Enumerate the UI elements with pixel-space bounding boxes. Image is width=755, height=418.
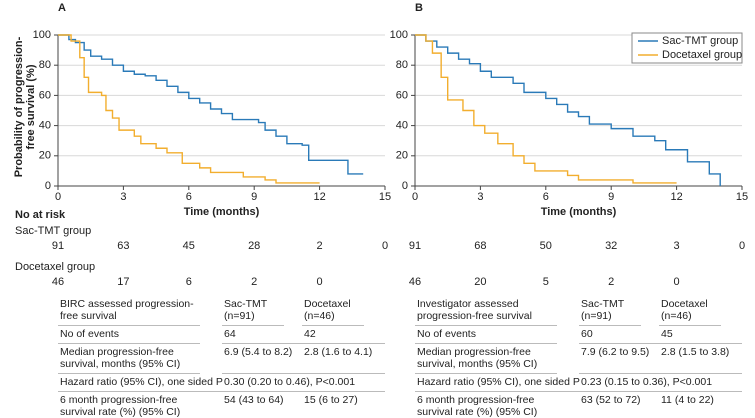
table-cell: Docetaxel (n=46) xyxy=(302,296,364,326)
table-cell: Hazard ratio (95% CI), one sided P xyxy=(415,374,580,392)
table-cell: 7.9 (6.2 to 9.5) xyxy=(579,344,659,374)
risk-count: 0 xyxy=(674,276,680,288)
survival-curve xyxy=(415,34,721,186)
panel-label: A xyxy=(58,2,66,14)
legend-label: Docetaxel group xyxy=(662,49,742,61)
x-axis-label: Time (months) xyxy=(541,206,617,218)
x-tick-label: 12 xyxy=(313,191,325,203)
risk-count: 0 xyxy=(739,240,745,252)
risk-count: 17 xyxy=(117,276,129,288)
table-cell: BIRC assessed progression-free survival xyxy=(58,296,200,326)
table-cell: 64 xyxy=(222,326,302,344)
legend-box xyxy=(631,32,743,64)
y-tick-label: 80 xyxy=(39,59,51,71)
panel-label: B xyxy=(415,2,423,14)
table-cell: Hazard ratio (95% CI), one sided P xyxy=(58,374,223,392)
table-cell: 0.30 (0.20 to 0.46), P<0.001 xyxy=(222,374,385,392)
y-tick-label: 100 xyxy=(33,29,51,41)
table-cell: No of events xyxy=(415,326,557,344)
y-tick-label: 20 xyxy=(39,150,51,162)
risk-count: 68 xyxy=(474,240,486,252)
risk-count: 2 xyxy=(317,240,323,252)
x-tick-label: 0 xyxy=(412,191,418,203)
y-axis-label: Probability of progression-free survival… xyxy=(13,36,37,178)
table-cell: 6 month progression-free survival rate (… xyxy=(58,392,200,418)
y-tick-label: 0 xyxy=(45,180,51,192)
table-cell: 15 (6 to 27) xyxy=(302,392,385,418)
risk-count: 32 xyxy=(605,240,617,252)
y-tick-label: 40 xyxy=(39,120,51,132)
table-cell: 11 (4 to 22) xyxy=(659,392,742,418)
survival-curve xyxy=(58,34,364,175)
table-cell: 45 xyxy=(659,326,742,344)
table-cell: 0.23 (0.15 to 0.36), P<0.001 xyxy=(579,374,742,392)
legend-label: Sac-TMT group xyxy=(662,35,738,47)
table-cell: 2.8 (1.6 to 4.1) xyxy=(302,344,385,374)
x-tick-label: 0 xyxy=(55,191,61,203)
x-tick-label: 9 xyxy=(608,191,614,203)
table-cell: 6.9 (5.4 to 8.2) xyxy=(222,344,302,374)
table-cell: No of events xyxy=(58,326,200,344)
risk-count: 63 xyxy=(117,240,129,252)
risk-count: 45 xyxy=(183,240,195,252)
table-cell: 42 xyxy=(302,326,385,344)
risk-count: 28 xyxy=(248,240,260,252)
table-cell: 6 month progression-free survival rate (… xyxy=(415,392,557,418)
survival-curve xyxy=(415,34,677,184)
x-tick-label: 15 xyxy=(379,191,391,203)
table-cell: Sac-TMT (n=91) xyxy=(222,296,284,326)
risk-title: No at risk xyxy=(15,209,66,221)
risk-count: 2 xyxy=(251,276,257,288)
x-tick-label: 6 xyxy=(186,191,192,203)
table-cell: Median progression-free survival, months… xyxy=(415,344,557,374)
risk-count: 0 xyxy=(382,240,388,252)
x-tick-label: 12 xyxy=(670,191,682,203)
y-tick-label: 60 xyxy=(396,89,408,101)
x-tick-label: 3 xyxy=(120,191,126,203)
table-cell: 60 xyxy=(579,326,659,344)
y-tick-label: 40 xyxy=(396,120,408,132)
table-cell: 63 (52 to 72) xyxy=(579,392,659,418)
table-cell: 54 (43 to 64) xyxy=(222,392,302,418)
y-tick-label: 60 xyxy=(39,89,51,101)
summary-table: BIRC assessed progression-free survival S… xyxy=(58,296,385,418)
table-cell: Sac-TMT (n=91) xyxy=(579,296,641,326)
risk-count: 0 xyxy=(317,276,323,288)
y-tick-label: 80 xyxy=(396,59,408,71)
risk-count: 5 xyxy=(543,276,549,288)
table-cell: 2.8 (1.5 to 3.8) xyxy=(659,344,742,374)
x-tick-label: 3 xyxy=(477,191,483,203)
risk-count: 46 xyxy=(409,276,421,288)
x-tick-label: 9 xyxy=(251,191,257,203)
x-axis-label: Time (months) xyxy=(184,206,260,218)
risk-count: 46 xyxy=(52,276,64,288)
y-tick-label: 100 xyxy=(390,29,408,41)
x-tick-label: 15 xyxy=(736,191,748,203)
risk-count: 20 xyxy=(474,276,486,288)
risk-group-label: Docetaxel group xyxy=(15,261,95,273)
y-tick-label: 0 xyxy=(402,180,408,192)
summary-table: Investigator assessed progression-free s… xyxy=(415,296,742,418)
x-tick-label: 6 xyxy=(543,191,549,203)
table-cell: Docetaxel (n=46) xyxy=(659,296,721,326)
survival-curve xyxy=(58,34,320,184)
risk-count: 2 xyxy=(608,276,614,288)
risk-count: 91 xyxy=(52,240,64,252)
table-cell: Investigator assessed progression-free s… xyxy=(415,296,557,326)
risk-count: 6 xyxy=(186,276,192,288)
risk-count: 91 xyxy=(409,240,421,252)
y-tick-label: 20 xyxy=(396,150,408,162)
table-cell: Median progression-free survival, months… xyxy=(58,344,200,374)
risk-group-label: Sac-TMT group xyxy=(15,225,91,237)
risk-count: 3 xyxy=(674,240,680,252)
risk-count: 50 xyxy=(540,240,552,252)
